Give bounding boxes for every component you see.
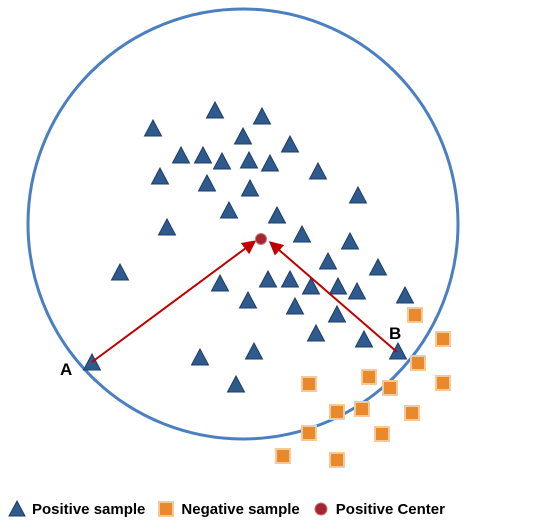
positive-sample-marker bbox=[205, 100, 225, 119]
positive-sample-marker bbox=[210, 273, 230, 292]
positive-sample-marker bbox=[157, 217, 177, 236]
positive-sample-marker bbox=[150, 166, 170, 185]
positive-sample-marker bbox=[244, 341, 264, 360]
negative-sample-marker bbox=[382, 380, 398, 396]
positive-samples bbox=[82, 100, 415, 393]
positive-sample-marker bbox=[318, 251, 338, 270]
negative-sample-marker bbox=[275, 448, 291, 464]
legend-label-positive-center: Positive Center bbox=[335, 500, 445, 518]
positive-sample-marker bbox=[327, 304, 347, 323]
negative-sample-marker bbox=[301, 425, 317, 441]
positive-sample-marker bbox=[388, 341, 408, 360]
positive-sample-marker bbox=[368, 257, 388, 276]
negative-sample-marker bbox=[329, 404, 345, 420]
negative-samples bbox=[275, 307, 451, 468]
positive-sample-marker bbox=[395, 285, 415, 304]
positive-sample-marker bbox=[301, 276, 321, 295]
positive-sample-marker bbox=[238, 290, 258, 309]
positive-sample-marker bbox=[190, 347, 210, 366]
square-icon bbox=[158, 501, 175, 517]
positive-boundary-circle bbox=[26, 7, 460, 441]
legend-item-positive-sample: Positive sample bbox=[6, 498, 145, 520]
positive-sample-marker bbox=[226, 374, 246, 393]
positive-sample-marker bbox=[193, 145, 213, 164]
circle-icon bbox=[314, 502, 328, 516]
positive-sample-marker bbox=[240, 178, 260, 197]
legend-item-negative-sample: Negative sample bbox=[155, 498, 300, 520]
triangle-icon bbox=[8, 499, 26, 517]
negative-sample-marker bbox=[361, 369, 377, 385]
positive-sample-marker bbox=[285, 296, 305, 315]
positive-sample-marker bbox=[239, 150, 259, 169]
positive-sample-marker bbox=[348, 185, 368, 204]
positive-center bbox=[255, 233, 267, 245]
positive-sample-marker bbox=[340, 231, 360, 250]
positive-sample-marker bbox=[354, 329, 374, 348]
arrow-b-to-center bbox=[268, 241, 398, 353]
legend-item-positive-center: Positive Center bbox=[310, 498, 445, 520]
positive-sample-marker bbox=[328, 276, 348, 295]
negative-sample-marker bbox=[435, 331, 451, 347]
positive-sample-marker bbox=[171, 145, 191, 164]
positive-sample-marker bbox=[197, 173, 217, 192]
negative-sample-marker bbox=[435, 375, 451, 391]
positive-sample-marker bbox=[219, 200, 239, 219]
positive-sample-marker bbox=[212, 151, 232, 170]
positive-sample-marker bbox=[110, 262, 130, 281]
positive-sample-marker bbox=[267, 205, 287, 224]
point-a-label: A bbox=[60, 360, 72, 379]
positive-sample-marker bbox=[233, 126, 253, 145]
positive-sample-marker bbox=[347, 281, 367, 300]
point-b-label: B bbox=[389, 324, 401, 343]
positive-sample-marker bbox=[260, 153, 280, 172]
legend-label-negative-sample: Negative sample bbox=[181, 500, 300, 518]
positive-sample-marker bbox=[258, 269, 278, 288]
positive-sample-marker bbox=[292, 224, 312, 243]
positive-sample-marker bbox=[280, 269, 300, 288]
negative-sample-marker bbox=[404, 405, 420, 421]
positive-sample-marker bbox=[280, 134, 300, 153]
legend: Positive sample Negative sample Positive… bbox=[6, 496, 445, 522]
arrow-a-to-center bbox=[91, 240, 257, 363]
negative-sample-marker bbox=[301, 376, 317, 392]
positive-sample-marker bbox=[252, 106, 272, 125]
negative-sample-marker bbox=[329, 452, 345, 468]
positive-sample-marker bbox=[306, 323, 326, 342]
positive-sample-marker bbox=[143, 118, 163, 137]
legend-label-positive-sample: Positive sample bbox=[32, 500, 146, 518]
negative-sample-marker bbox=[410, 355, 426, 371]
negative-sample-marker bbox=[374, 426, 390, 442]
negative-sample-marker bbox=[354, 401, 370, 417]
negative-sample-marker bbox=[407, 307, 423, 323]
positive-sample-marker bbox=[308, 161, 328, 180]
